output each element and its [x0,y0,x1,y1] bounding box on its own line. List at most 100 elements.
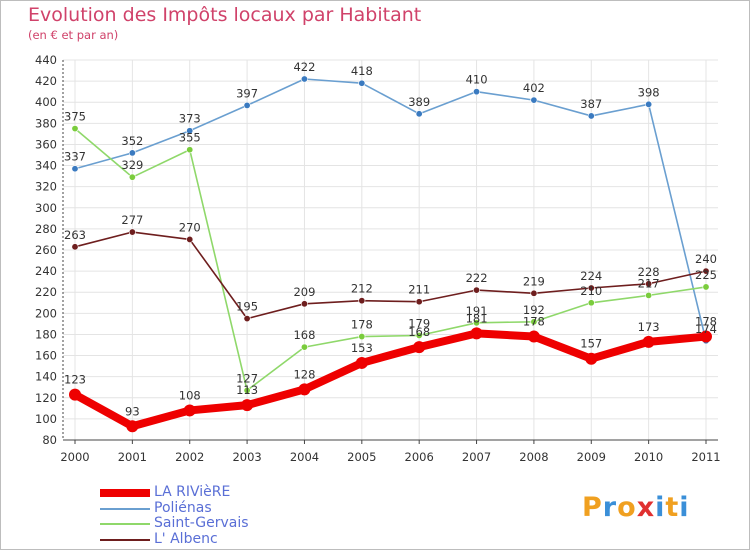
data-point [71,125,79,133]
y-tick-label: 100 [35,412,57,426]
data-label: 329 [121,158,143,172]
data-point [702,283,710,291]
x-tick-label: 2007 [462,450,491,464]
data-label: 128 [293,367,315,381]
data-point [128,149,136,157]
data-point [71,243,79,251]
data-label: 157 [580,337,602,351]
data-point [415,298,423,306]
series-line-0 [74,78,707,342]
data-label: 127 [236,371,258,385]
y-tick-label: 160 [35,349,57,363]
data-point [128,228,136,236]
data-label: 195 [236,300,258,314]
y-tick-label: 440 [35,53,57,67]
x-tick-label: 2009 [577,450,606,464]
data-point [530,289,538,297]
data-point [183,404,196,417]
y-tick-label: 260 [35,243,57,257]
y-tick-label: 340 [35,159,57,173]
data-point [186,235,194,243]
logo-letter: i [679,492,690,523]
data-label: 211 [408,283,430,297]
data-point [241,399,254,412]
data-label: 373 [179,112,201,126]
data-point [645,280,653,288]
data-point [300,75,308,83]
data-point [413,341,426,354]
data-label: 422 [293,60,315,74]
logo-letter: i [655,492,666,523]
data-label: 210 [580,284,602,298]
data-point [527,330,540,343]
data-point [415,331,423,339]
data-label: 93 [125,404,140,418]
x-tick-label: 2008 [519,450,548,464]
data-point [300,300,308,308]
data-point [473,319,481,327]
data-point [298,383,311,396]
legend-label: L' Albenc [154,531,218,547]
data-label: 402 [523,81,545,95]
logo-letter: t [665,492,680,523]
data-point [702,267,710,275]
y-tick-label: 80 [42,433,57,447]
data-point [415,110,423,118]
data-label: 178 [351,318,373,332]
data-label: 222 [466,271,488,285]
data-point [243,386,251,394]
legend-label: Poliénas [154,500,212,516]
series-line-1 [74,127,707,392]
data-point [645,291,653,299]
data-point [587,112,595,120]
data-label: 179 [408,317,430,331]
data-label: 181 [466,311,488,325]
y-tick-label: 200 [35,306,57,320]
data-label: 270 [179,220,201,234]
data-label: 178 [695,315,717,329]
data-label: 192 [523,303,545,317]
data-point [587,284,595,292]
data-label: 174 [695,322,717,336]
y-tick-label: 180 [35,327,57,341]
y-tick-label: 400 [35,95,57,109]
x-tick-label: 2001 [118,450,147,464]
legend-swatch [100,523,150,525]
data-label: 337 [64,150,86,164]
data-point [128,173,136,181]
y-tick-label: 140 [35,370,57,384]
y-tick-label: 220 [35,285,57,299]
chart-subtitle: (en € et par an) [28,28,119,42]
data-label: 240 [695,252,717,266]
data-point [300,343,308,351]
data-point [186,127,194,135]
y-tick-label: 300 [35,201,57,215]
data-point [186,146,194,154]
logo-letter: x [636,492,656,523]
data-point [530,96,538,104]
data-label: 418 [351,64,373,78]
data-label: 375 [64,110,86,124]
legend-label: LA RIVièRE [154,484,231,500]
data-label: 178 [523,315,545,329]
legend-swatch [100,539,150,541]
data-point [358,297,366,305]
data-point [69,388,81,401]
x-tick-label: 2006 [405,450,434,464]
data-label: 168 [293,328,315,342]
data-label: 209 [293,285,315,299]
data-label: 228 [638,265,660,279]
x-tick-label: 2011 [691,450,720,464]
data-label: 153 [351,341,373,355]
legend-label: Saint-Gervais [154,515,249,531]
data-label: 191 [466,304,488,318]
data-label: 410 [466,73,488,87]
data-label: 355 [179,131,201,145]
data-point [243,101,251,109]
data-point [71,165,79,173]
data-label: 173 [638,320,660,334]
data-label: 224 [580,269,602,283]
y-tick-label: 120 [35,391,57,405]
data-point [645,100,653,108]
